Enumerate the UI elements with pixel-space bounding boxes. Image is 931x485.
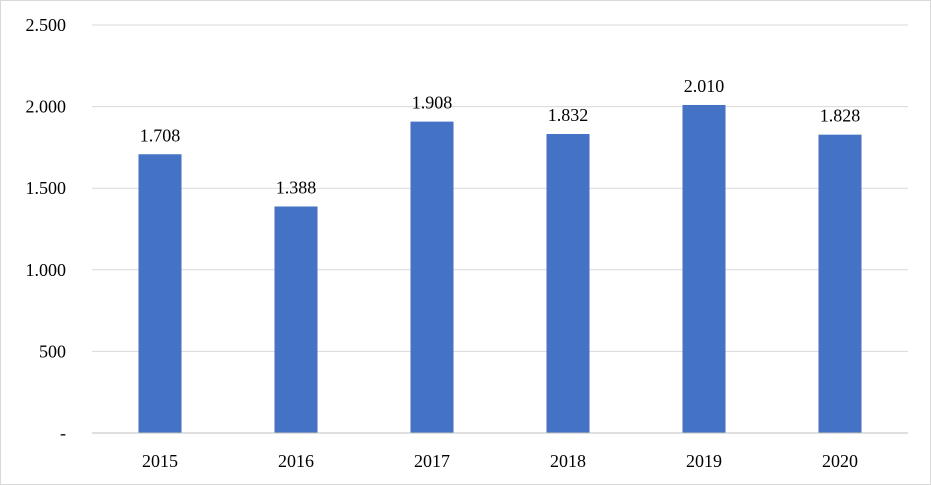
x-category-label-2017: 2017	[414, 451, 450, 471]
data-label-2020: 1.828	[820, 106, 861, 126]
x-category-label-2015: 2015	[142, 451, 178, 471]
x-category-label-2016: 2016	[278, 451, 314, 471]
x-axis-category-labels: 2015 2016 2017 2018 2019 2020	[142, 451, 858, 471]
data-labels: 1.708 1.388 1.908 1.832 2.010 1.828	[140, 76, 861, 198]
x-category-label-2019: 2019	[686, 451, 722, 471]
y-axis-tick-labels: - 500 1.000 1.500 2.000 2.500	[26, 15, 67, 443]
bars	[138, 104, 862, 434]
data-label-2017: 1.908	[412, 93, 453, 113]
y-tick-label: 2.500	[26, 15, 67, 35]
data-label-2018: 1.832	[548, 105, 589, 125]
data-label-2016: 1.388	[276, 177, 317, 197]
data-label-2019: 2.010	[684, 76, 725, 96]
bar-2015	[138, 154, 182, 433]
y-tick-label: 2.000	[26, 97, 67, 117]
x-category-label-2018: 2018	[550, 451, 586, 471]
bar-2020	[818, 134, 862, 433]
y-tick-label: 500	[39, 341, 66, 361]
bar-2016	[274, 206, 318, 433]
x-category-label-2020: 2020	[822, 451, 858, 471]
data-label-2015: 1.708	[140, 125, 181, 145]
gridlines	[92, 24, 908, 352]
y-tick-label: 1.000	[26, 260, 67, 280]
y-tick-label: 1.500	[26, 178, 67, 198]
bar-2017	[410, 121, 454, 433]
y-tick-label: -	[60, 423, 66, 443]
bar-2019	[682, 104, 726, 433]
bar-2018	[546, 134, 590, 434]
